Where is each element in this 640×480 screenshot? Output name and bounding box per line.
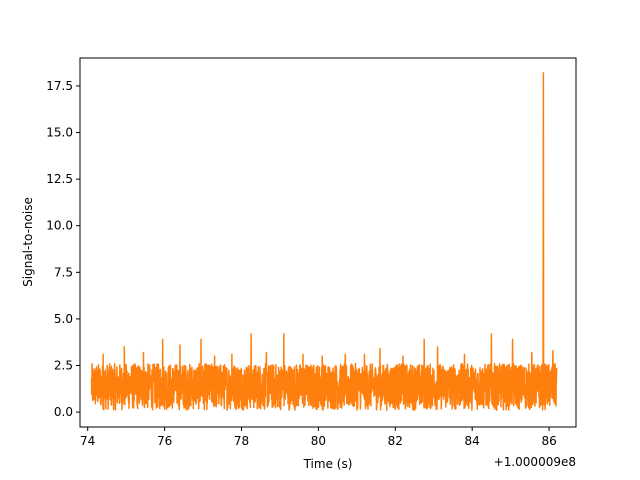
x-tick-label: 84 — [465, 434, 480, 448]
y-tick-label: 0.0 — [54, 405, 73, 419]
y-axis: 0.0 2.5 5.0 7.5 10.0 12.5 15.0 17.5 — [46, 79, 80, 419]
x-tick-label: 74 — [80, 434, 95, 448]
x-tick-label: 86 — [541, 434, 556, 448]
x-axis: 74 76 78 80 82 84 86 — [80, 427, 557, 448]
x-axis-offset-label: +1.000009e8 — [494, 455, 576, 469]
y-tick-label: 2.5 — [54, 359, 73, 373]
plot-frame — [79, 57, 577, 428]
series-line — [90, 72, 558, 411]
x-tick-label: 80 — [311, 434, 326, 448]
y-tick-label: 12.5 — [46, 172, 73, 186]
x-tick-label: 78 — [234, 434, 249, 448]
y-tick-label: 15.0 — [46, 126, 73, 140]
x-tick-label: 76 — [157, 434, 172, 448]
x-axis-label: Time (s) — [303, 457, 353, 471]
y-tick-label: 17.5 — [46, 79, 73, 93]
y-tick-label: 7.5 — [54, 265, 73, 279]
plot-area — [90, 72, 558, 411]
y-axis-label: Signal-to-noise — [21, 197, 35, 287]
y-tick-label: 10.0 — [46, 219, 73, 233]
y-tick-label: 5.0 — [54, 312, 73, 326]
x-tick-label: 82 — [388, 434, 403, 448]
